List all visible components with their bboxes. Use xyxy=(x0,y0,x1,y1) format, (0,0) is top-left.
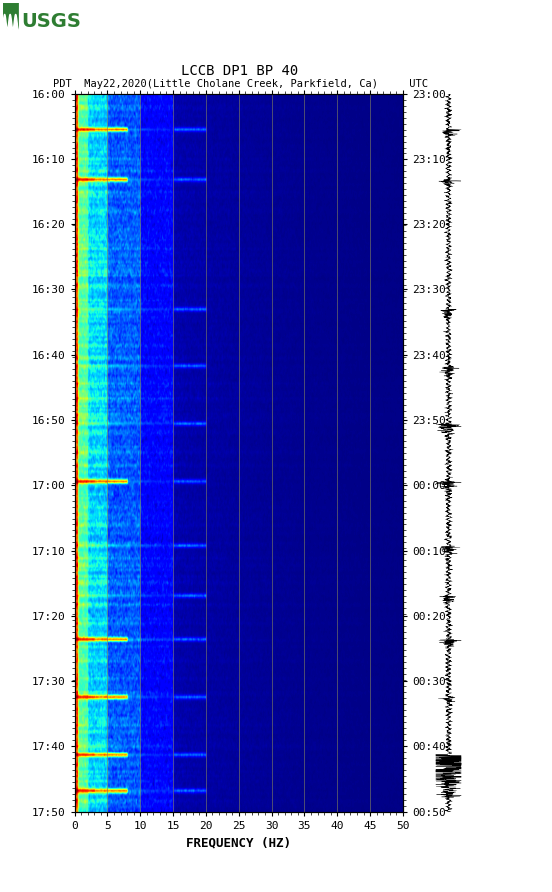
Text: USGS: USGS xyxy=(21,12,81,31)
X-axis label: FREQUENCY (HZ): FREQUENCY (HZ) xyxy=(186,837,291,849)
Text: PDT  May22,2020(Little Cholane Creek, Parkfield, Ca)     UTC: PDT May22,2020(Little Cholane Creek, Par… xyxy=(52,79,428,89)
Text: LCCB DP1 BP 40: LCCB DP1 BP 40 xyxy=(182,63,299,78)
